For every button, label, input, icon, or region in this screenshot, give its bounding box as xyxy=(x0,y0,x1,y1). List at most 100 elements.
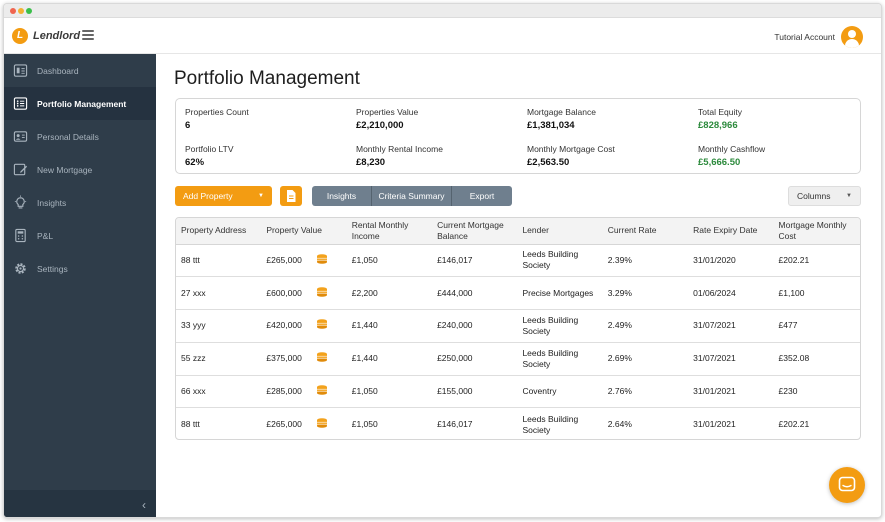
column-header[interactable]: Current Mortgage Balance xyxy=(432,218,518,245)
summary-label: Monthly Rental Income xyxy=(356,144,443,154)
summary-value: 62% xyxy=(185,157,205,168)
table-cell: 2.64% xyxy=(603,408,688,439)
table-cell: £352.08 xyxy=(773,342,860,376)
coins-icon[interactable] xyxy=(316,385,328,398)
summary-value: £1,381,034 xyxy=(527,120,575,131)
cell-value: 88 ttt xyxy=(181,419,200,430)
table-row[interactable]: 55 zzz £375,000 £1,440 £250,000 Leeds Buildi… xyxy=(176,342,860,376)
properties-table: Property Address Property Value Rental M… xyxy=(175,217,861,440)
cell-value: 2.39% xyxy=(607,254,632,265)
chat-button[interactable] xyxy=(829,467,865,503)
column-header[interactable]: Mortgage Monthly Cost xyxy=(773,218,860,245)
column-header[interactable]: Property Address xyxy=(176,218,262,245)
summary-label: Monthly Mortgage Cost xyxy=(527,144,615,154)
summary-label: Portfolio LTV xyxy=(185,144,234,154)
summary-value: £828,966 xyxy=(698,120,738,131)
table-cell: £265,000 xyxy=(261,244,347,278)
cell-value: £1,100 xyxy=(778,287,805,298)
sidebar-item-new-mortgage[interactable]: New Mortgage xyxy=(4,153,156,186)
table-row[interactable]: 88 ttt £265,000 £1,050 £146,017 Leeds Buildi… xyxy=(176,244,860,278)
summary-mortgage-balance: Mortgage Balance £1,381,034 xyxy=(527,107,687,131)
table-toolbar: Add Property ▼ Insights Criteria Summary… xyxy=(175,186,861,206)
column-header[interactable]: Lender xyxy=(517,218,603,245)
add-property-button[interactable]: Add Property ▼ xyxy=(175,186,272,206)
cell-value: £202.21 xyxy=(778,419,810,430)
summary-label: Total Equity xyxy=(698,107,742,117)
export-button[interactable]: Export xyxy=(452,186,512,206)
column-header[interactable]: Rate Expiry Date xyxy=(688,218,774,245)
avatar[interactable] xyxy=(841,26,863,48)
coins-icon[interactable] xyxy=(316,418,328,431)
logo-icon[interactable]: L xyxy=(12,28,28,44)
window-chrome xyxy=(4,4,881,18)
cell-value: £2,200 xyxy=(351,287,378,298)
app-header: L Lendlord Tutorial Account xyxy=(4,18,881,54)
summary-value: £2,563.50 xyxy=(527,157,570,168)
close-window-dot[interactable] xyxy=(10,8,16,14)
table-cell: 31/07/2021 xyxy=(688,342,774,376)
collapse-sidebar-icon[interactable]: ‹ xyxy=(142,498,146,512)
table-cell: 2.39% xyxy=(602,244,689,278)
insights-button[interactable]: Insights xyxy=(312,186,372,206)
table-row[interactable]: 27 xxx £600,000 £2,200 £444,000 Precise Mort… xyxy=(176,276,860,311)
cell-value: £1,050 xyxy=(351,419,378,430)
table-cell: Leeds Building Society xyxy=(517,342,603,376)
columns-dropdown[interactable]: Columns ▼ xyxy=(788,186,861,206)
summary-portfolio-ltv: Portfolio LTV 62% xyxy=(185,144,345,168)
cell-value: £285,000 xyxy=(266,385,302,396)
sidebar-item-insights[interactable]: Insights xyxy=(4,186,156,219)
cell-value: £444,000 xyxy=(437,287,473,298)
table-cell: 88 ttt xyxy=(176,408,261,439)
coins-icon[interactable] xyxy=(316,286,328,300)
menu-toggle-icon[interactable] xyxy=(82,30,94,40)
table-row[interactable]: 66 xxx £285,000 £1,050 £155,000 Coventry 2.76… xyxy=(176,375,860,409)
sidebar-item-label: Dashboard xyxy=(37,65,79,76)
column-header[interactable]: Rental Monthly Income xyxy=(346,218,433,245)
table-cell: 2.76% xyxy=(602,375,689,409)
table-cell: £375,000 xyxy=(261,342,347,376)
table-cell: £285,000 xyxy=(261,375,347,409)
coins-icon[interactable] xyxy=(316,352,328,365)
table-row[interactable]: 88 ttt £265,000 £1,050 £146,017 Leeds Buildi… xyxy=(176,408,860,439)
sidebar-item-portfolio-management[interactable]: Portfolio Management xyxy=(4,87,156,120)
table-cell: 66 xxx xyxy=(176,375,262,409)
summary-value: 6 xyxy=(185,120,191,131)
table-cell: £444,000 xyxy=(432,276,518,311)
cell-value: £1,050 xyxy=(351,254,378,265)
table-cell: 88 ttt xyxy=(176,244,262,278)
cell-value: Leeds Building Society xyxy=(522,249,579,271)
sidebar-item-pl[interactable]: P&L xyxy=(4,219,156,252)
logo-text[interactable]: Lendlord xyxy=(33,30,81,42)
cell-value: Leeds Building Society xyxy=(522,413,579,435)
cell-value: £1,440 xyxy=(351,353,378,364)
column-header[interactable]: Current Rate xyxy=(602,218,689,245)
maximize-window-dot[interactable] xyxy=(26,8,32,14)
cell-value: 2.76% xyxy=(607,386,632,397)
document-icon xyxy=(287,190,296,202)
column-header[interactable]: Property Value xyxy=(261,218,347,245)
table-cell: 2.49% xyxy=(602,309,689,343)
document-button[interactable] xyxy=(280,186,302,206)
sidebar-item-personal-details[interactable]: Personal Details xyxy=(4,120,156,153)
sidebar-footer: ‹ xyxy=(4,490,156,517)
table-cell: £230 xyxy=(773,375,860,409)
sidebar-item-settings[interactable]: Settings xyxy=(4,252,156,285)
cell-value: £265,000 xyxy=(266,418,302,429)
chat-icon xyxy=(838,476,856,492)
table-header-row: Property Address Property Value Rental M… xyxy=(176,218,860,245)
cell-value: 31/07/2021 xyxy=(693,320,736,331)
coins-icon[interactable] xyxy=(316,319,328,332)
minimize-window-dot[interactable] xyxy=(18,8,24,14)
cell-value: Leeds Building Society xyxy=(522,347,579,369)
cell-value: £146,017 xyxy=(437,419,473,430)
dashboard-icon xyxy=(12,63,28,79)
summary-total-equity: Total Equity £828,966 xyxy=(698,107,858,131)
main-content: Portfolio Management Properties Count 6 … xyxy=(156,54,881,517)
table-cell: 01/06/2024 xyxy=(688,276,774,311)
sidebar-item-dashboard[interactable]: Dashboard xyxy=(4,54,156,87)
table-row[interactable]: 33 yyy £420,000 £1,440 £240,000 Leeds Buildi… xyxy=(176,309,860,343)
coins-icon[interactable] xyxy=(316,254,328,267)
cell-value: £420,000 xyxy=(266,320,302,331)
account-name[interactable]: Tutorial Account xyxy=(774,32,835,42)
criteria-summary-button[interactable]: Criteria Summary xyxy=(372,186,452,206)
